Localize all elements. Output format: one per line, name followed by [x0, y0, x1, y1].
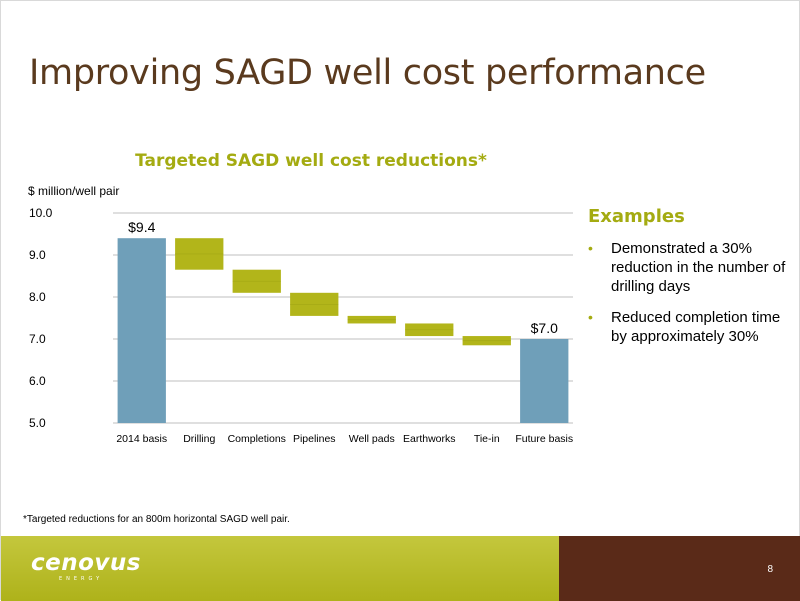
total-bar	[117, 238, 166, 423]
y-tick-label: 6.0	[29, 374, 46, 388]
x-category-label: Pipelines	[293, 433, 336, 445]
y-tick-label: 9.0	[29, 248, 46, 262]
logo-subtext: ENERGY	[59, 576, 104, 582]
y-tick-label: 10.0	[29, 206, 53, 220]
bullet-icon: •	[588, 309, 593, 325]
x-category-label: Earthworks	[403, 433, 456, 445]
x-category-label: 2014 basis	[116, 433, 167, 445]
x-category-label: Well pads	[349, 433, 395, 445]
total-bar	[520, 339, 569, 423]
page-number: 8	[767, 564, 773, 575]
y-tick-label: 8.0	[29, 290, 46, 304]
y-tick-label: 7.0	[29, 332, 46, 346]
cenovus-logo: cenovus	[31, 550, 141, 576]
y-axis-label: $ million/well pair	[28, 184, 120, 198]
example-item: • Demonstrated a 30% reduction in the num…	[588, 239, 788, 296]
slide-title: Improving SAGD well cost performance	[29, 53, 706, 93]
chart-title: Targeted SAGD well cost reductions*	[135, 151, 487, 171]
example-text: Reduced completion time by approximately…	[611, 309, 781, 345]
example-text: Demonstrated a 30% reduction in the numb…	[611, 240, 786, 295]
examples-list: • Demonstrated a 30% reduction in the num…	[588, 239, 788, 358]
x-category-label: Future basis	[515, 433, 573, 445]
data-label: $7.0	[531, 320, 558, 336]
footer-green-panel: cenovus ENERGY	[1, 536, 559, 601]
examples-title: Examples	[588, 206, 685, 227]
footnote: *Targeted reductions for an 800m horizon…	[23, 514, 290, 525]
bullet-icon: •	[588, 240, 593, 256]
footer-brown-panel: 8	[559, 536, 800, 601]
y-tick-label: 5.0	[29, 416, 46, 430]
x-category-label: Drilling	[183, 433, 215, 445]
x-category-label: Tie-in	[474, 433, 500, 445]
data-label: $9.4	[128, 219, 155, 235]
x-category-label: Completions	[228, 433, 286, 445]
footer-bar: cenovus ENERGY 8	[1, 536, 800, 601]
example-item: • Reduced completion time by approximatel…	[588, 308, 788, 346]
